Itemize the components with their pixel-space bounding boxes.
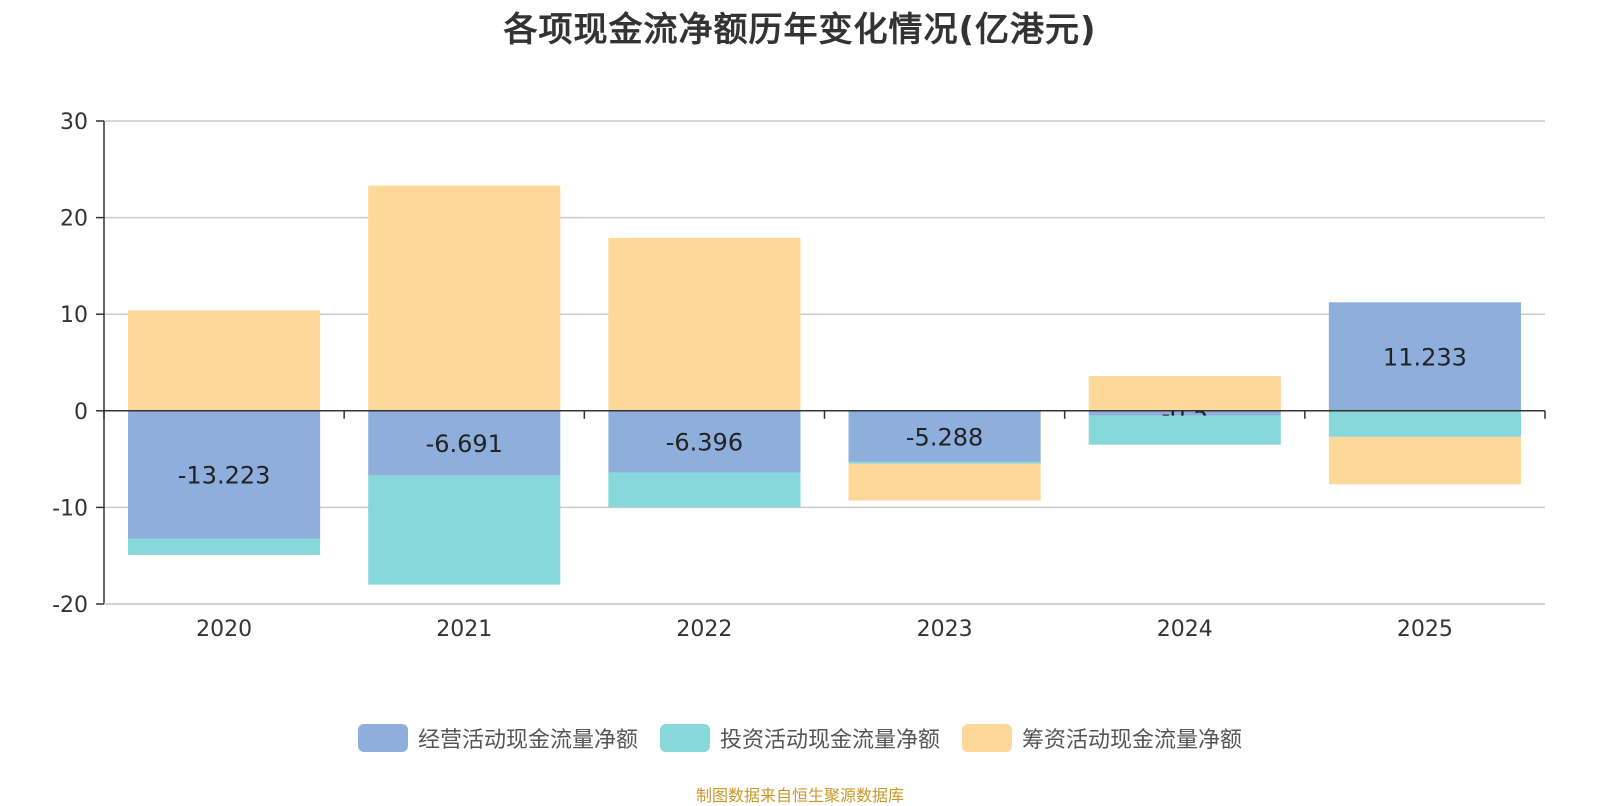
chart-title: 各项现金流净额历年变化情况(亿港元) bbox=[503, 10, 1097, 50]
x-tick-label-2021: 2021 bbox=[436, 617, 492, 642]
bar-2-2022 bbox=[608, 237, 801, 411]
bar-label-2020: -13.223 bbox=[178, 462, 271, 490]
bar-0-2021 bbox=[368, 410, 561, 476]
x-tick-label-2020: 2020 bbox=[196, 617, 252, 642]
bar-1-2025 bbox=[1328, 410, 1521, 437]
legend-label-operating: 经营活动现金流量净额 bbox=[417, 728, 638, 753]
bar-2-2024 bbox=[1088, 376, 1281, 411]
x-tick-label-2025: 2025 bbox=[1397, 617, 1453, 642]
bar-1-2023 bbox=[848, 461, 1041, 464]
legend-swatch-investing bbox=[659, 724, 710, 752]
bar-label-2023: -5.288 bbox=[906, 423, 983, 451]
y-tick-label-10: 10 bbox=[60, 303, 88, 328]
x-tick-label-2022: 2022 bbox=[676, 617, 732, 642]
bar-1-2021 bbox=[368, 475, 561, 585]
bar-1-2022 bbox=[608, 472, 801, 508]
bar-1-2024 bbox=[1088, 415, 1281, 445]
bar-2-2020 bbox=[128, 310, 321, 411]
y-tick-label--20: -20 bbox=[52, 593, 88, 618]
y-tick-label-20: 20 bbox=[60, 207, 88, 232]
bar-0-2023 bbox=[848, 410, 1041, 462]
bar-2-2025 bbox=[1328, 436, 1521, 485]
legend-swatch-operating bbox=[357, 724, 408, 752]
x-tick-label-2024: 2024 bbox=[1157, 617, 1213, 642]
bar-label-2025: 11.233 bbox=[1383, 344, 1467, 372]
bar-2-2023 bbox=[848, 463, 1041, 501]
bar-0-2020 bbox=[128, 410, 321, 539]
x-tick-label-2023: 2023 bbox=[917, 617, 973, 642]
bar-2-2021 bbox=[368, 185, 561, 411]
source-note: 制图数据来自恒生聚源数据库 bbox=[695, 786, 904, 805]
bar-0-2022 bbox=[608, 410, 801, 473]
legend: 经营活动现金流量净额 投资活动现金流量净额 筹资活动现金流量净额 bbox=[0, 722, 1600, 754]
legend-item-financing[interactable]: 筹资活动现金流量净额 bbox=[962, 722, 1242, 754]
bar-0-2025 bbox=[1328, 302, 1521, 411]
bar-label-2021: -6.691 bbox=[426, 430, 503, 458]
legend-item-operating[interactable]: 经营活动现金流量净额 bbox=[357, 722, 638, 754]
legend-item-investing[interactable]: 投资活动现金流量净额 bbox=[659, 722, 940, 754]
legend-swatch-financing bbox=[962, 724, 1012, 752]
bar-1-2020 bbox=[128, 538, 321, 555]
y-tick-label--10: -10 bbox=[52, 496, 88, 521]
y-tick-label-0: 0 bbox=[74, 400, 88, 425]
legend-label-financing: 筹资活动现金流量净额 bbox=[1022, 728, 1243, 753]
bar-label-2022: -6.396 bbox=[666, 429, 743, 457]
bar-0-2024 bbox=[1088, 410, 1281, 416]
y-tick-label-30: 30 bbox=[60, 110, 88, 135]
legend-label-investing: 投资活动现金流量净额 bbox=[719, 728, 940, 753]
